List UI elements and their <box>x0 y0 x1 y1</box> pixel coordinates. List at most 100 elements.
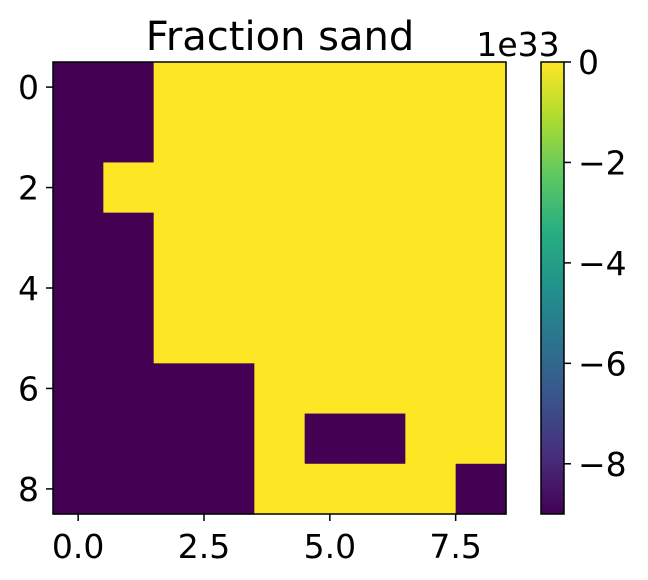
heatmap-cell <box>204 212 255 264</box>
heatmap-cell <box>405 112 457 164</box>
heatmap-cell <box>405 212 457 264</box>
heatmap-cell <box>53 212 104 264</box>
heatmap-cell <box>355 62 406 113</box>
heatmap-cell <box>103 62 155 113</box>
heatmap-cell <box>153 212 205 264</box>
heatmap-cell <box>53 262 104 314</box>
heatmap-cell <box>153 313 205 364</box>
heatmap-cell <box>355 262 406 314</box>
heatmap-cell <box>455 162 507 214</box>
colorbar-tick-label: −6 <box>578 344 627 383</box>
heatmap-cell <box>204 112 255 164</box>
colorbar-tick-label: −8 <box>578 445 627 484</box>
heatmap-cell <box>53 463 104 515</box>
y-tick-label: 0 <box>18 68 39 107</box>
heatmap-cell <box>53 162 104 214</box>
heatmap-cell <box>455 212 507 264</box>
heatmap-cell <box>355 363 406 415</box>
heatmap-cell <box>405 413 457 465</box>
heatmap-cell <box>455 413 507 465</box>
heatmap-cell <box>355 112 406 164</box>
heatmap-cell <box>405 62 457 113</box>
heatmap-cell <box>254 363 306 415</box>
heatmap-cell <box>153 112 205 164</box>
colorbar-tick-label: −2 <box>578 143 627 182</box>
heatmap-cell <box>153 62 205 113</box>
heatmap-cell <box>405 463 457 515</box>
heatmap-cell <box>304 262 356 314</box>
heatmap-cell <box>455 313 507 364</box>
heatmap-cell <box>405 162 457 214</box>
colorbar-offset-label: 1e33 <box>476 25 559 64</box>
heatmap-cell <box>355 413 406 465</box>
heatmap-cell <box>455 262 507 314</box>
heatmap-cell <box>254 162 306 214</box>
colorbar-tick-label: −4 <box>578 244 627 283</box>
heatmap-cell <box>153 463 205 515</box>
x-tick-label: 5.0 <box>304 527 356 566</box>
heatmap-cell <box>53 112 104 164</box>
chart-title: Fraction sand <box>146 14 414 60</box>
x-axis: 0.0 2.5 5.0 7.5 <box>52 514 482 566</box>
heatmap-cell <box>103 463 155 515</box>
y-axis: 0 2 4 6 8 <box>18 68 53 509</box>
heatmap-cell <box>103 413 155 465</box>
heatmap-cell <box>304 62 356 113</box>
heatmap-cell <box>53 413 104 465</box>
heatmap-cell <box>304 313 356 364</box>
heatmap-cell <box>254 62 306 113</box>
heatmap-cell <box>103 313 155 364</box>
heatmap-cell <box>153 262 205 314</box>
y-tick-label: 2 <box>18 169 39 208</box>
heatmap-cell <box>254 212 306 264</box>
heatmap-cell <box>304 212 356 264</box>
y-tick-label: 8 <box>18 470 39 509</box>
colorbar-tick-label: 0 <box>578 43 599 82</box>
heatmap-cell <box>304 112 356 164</box>
heatmap-cell <box>405 363 457 415</box>
heatmap-cell <box>254 313 306 364</box>
heatmap-cell <box>204 62 255 113</box>
heatmap-cell <box>455 62 507 113</box>
y-tick-label: 4 <box>18 269 39 308</box>
heatmap-cell <box>304 413 356 465</box>
heatmap-cell <box>254 262 306 314</box>
heatmap-cell <box>153 162 205 214</box>
heatmap-cell <box>254 112 306 164</box>
heatmap-cell <box>53 363 104 415</box>
heatmap-cell <box>204 463 255 515</box>
heatmap-cell <box>204 162 255 214</box>
heatmap-cell <box>204 363 255 415</box>
heatmap-cell <box>355 212 406 264</box>
heatmap-cell <box>53 313 104 364</box>
heatmap-cell <box>103 262 155 314</box>
heatmap-cell <box>455 463 507 515</box>
y-tick-label: 6 <box>18 369 39 408</box>
heatmap-cell <box>153 363 205 415</box>
heatmap-cells <box>53 62 507 515</box>
heatmap-cell <box>405 313 457 364</box>
heatmap-cell <box>355 463 406 515</box>
heatmap-cell <box>204 313 255 364</box>
heatmap-cell <box>204 413 255 465</box>
heatmap-cell <box>355 162 406 214</box>
heatmap-cell <box>304 162 356 214</box>
x-tick-label: 7.5 <box>429 527 481 566</box>
heatmap-cell <box>304 463 356 515</box>
x-tick-label: 2.5 <box>178 527 230 566</box>
heatmap-cell <box>254 413 306 465</box>
heatmap-cell <box>153 413 205 465</box>
heatmap-cell <box>355 313 406 364</box>
heatmap-cell <box>304 363 356 415</box>
heatmap-cell <box>103 162 155 214</box>
colorbar <box>540 61 565 515</box>
heatmap-cell <box>103 363 155 415</box>
heatmap-cell <box>103 112 155 164</box>
heatmap-cell <box>103 212 155 264</box>
heatmap-cell <box>254 463 306 515</box>
heatmap-cell <box>405 262 457 314</box>
heatmap-cell <box>204 262 255 314</box>
heatmap-cell <box>455 112 507 164</box>
x-tick-label: 0.0 <box>52 527 104 566</box>
